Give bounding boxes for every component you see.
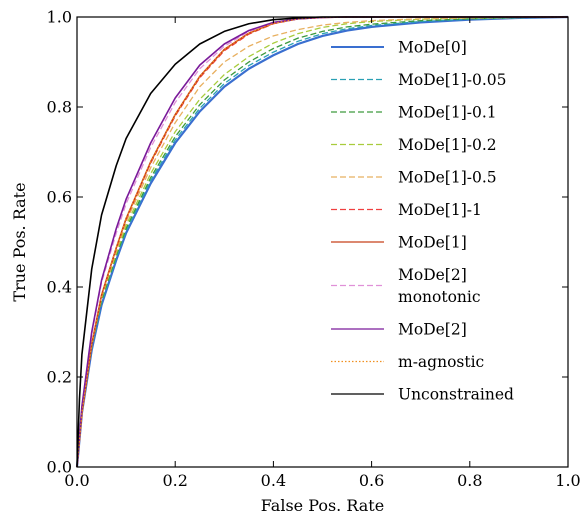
legend-label-6: MoDe[1] bbox=[398, 234, 467, 252]
x-tick-label: 1.0 bbox=[555, 471, 580, 490]
legend-label-0: MoDe[0] bbox=[398, 39, 467, 57]
y-tick-label: 0.2 bbox=[47, 368, 72, 387]
legend-label-2: MoDe[1]-0.1 bbox=[398, 104, 497, 122]
y-axis-title: True Pos. Rate bbox=[10, 182, 29, 301]
y-tick-label: 1.0 bbox=[47, 8, 72, 27]
legend-label-10: Unconstrained bbox=[398, 386, 514, 404]
plot-frame bbox=[76, 16, 569, 468]
legend-label-5: MoDe[1]-1 bbox=[398, 201, 482, 219]
curve-3 bbox=[76, 16, 569, 468]
curve-9 bbox=[76, 16, 568, 468]
curve-0 bbox=[75, 15, 569, 468]
curve-1 bbox=[76, 16, 569, 468]
legend-label-9: m-agnostic bbox=[398, 353, 484, 371]
x-tick-label: 0.0 bbox=[64, 471, 89, 490]
curve-2 bbox=[76, 16, 569, 468]
x-axis-title: False Pos. Rate bbox=[261, 496, 384, 515]
legend-label-4: MoDe[1]-0.5 bbox=[398, 169, 497, 187]
x-tick-label: 0.8 bbox=[457, 471, 482, 490]
y-tick-label: 0.6 bbox=[47, 188, 72, 207]
y-axis: 0.0 0.2 0.4 0.6 0.8 1.0 bbox=[47, 8, 568, 477]
y-tick-label: 0.8 bbox=[47, 98, 72, 117]
legend-label-7: MoDe[2] bbox=[398, 266, 467, 284]
x-tick-label: 0.6 bbox=[359, 471, 384, 490]
x-tick-label: 0.2 bbox=[162, 471, 187, 490]
y-tick-label: 0.4 bbox=[47, 278, 72, 297]
legend-label-8: MoDe[2] bbox=[398, 321, 467, 339]
x-tick-label: 0.4 bbox=[261, 471, 286, 490]
x-axis: 0.0 0.2 0.4 0.6 0.8 1.0 bbox=[64, 17, 581, 490]
legend-label-3: MoDe[1]-0.2 bbox=[398, 136, 497, 154]
y-tick-label: 0.0 bbox=[47, 458, 72, 477]
legend-label-1: MoDe[1]-0.05 bbox=[398, 71, 507, 89]
legend: MoDe[0] MoDe[1]-0.05 MoDe[1]-0.1 MoDe[1]-0.… bbox=[331, 39, 514, 404]
legend-label-7: monotonic bbox=[398, 288, 481, 306]
